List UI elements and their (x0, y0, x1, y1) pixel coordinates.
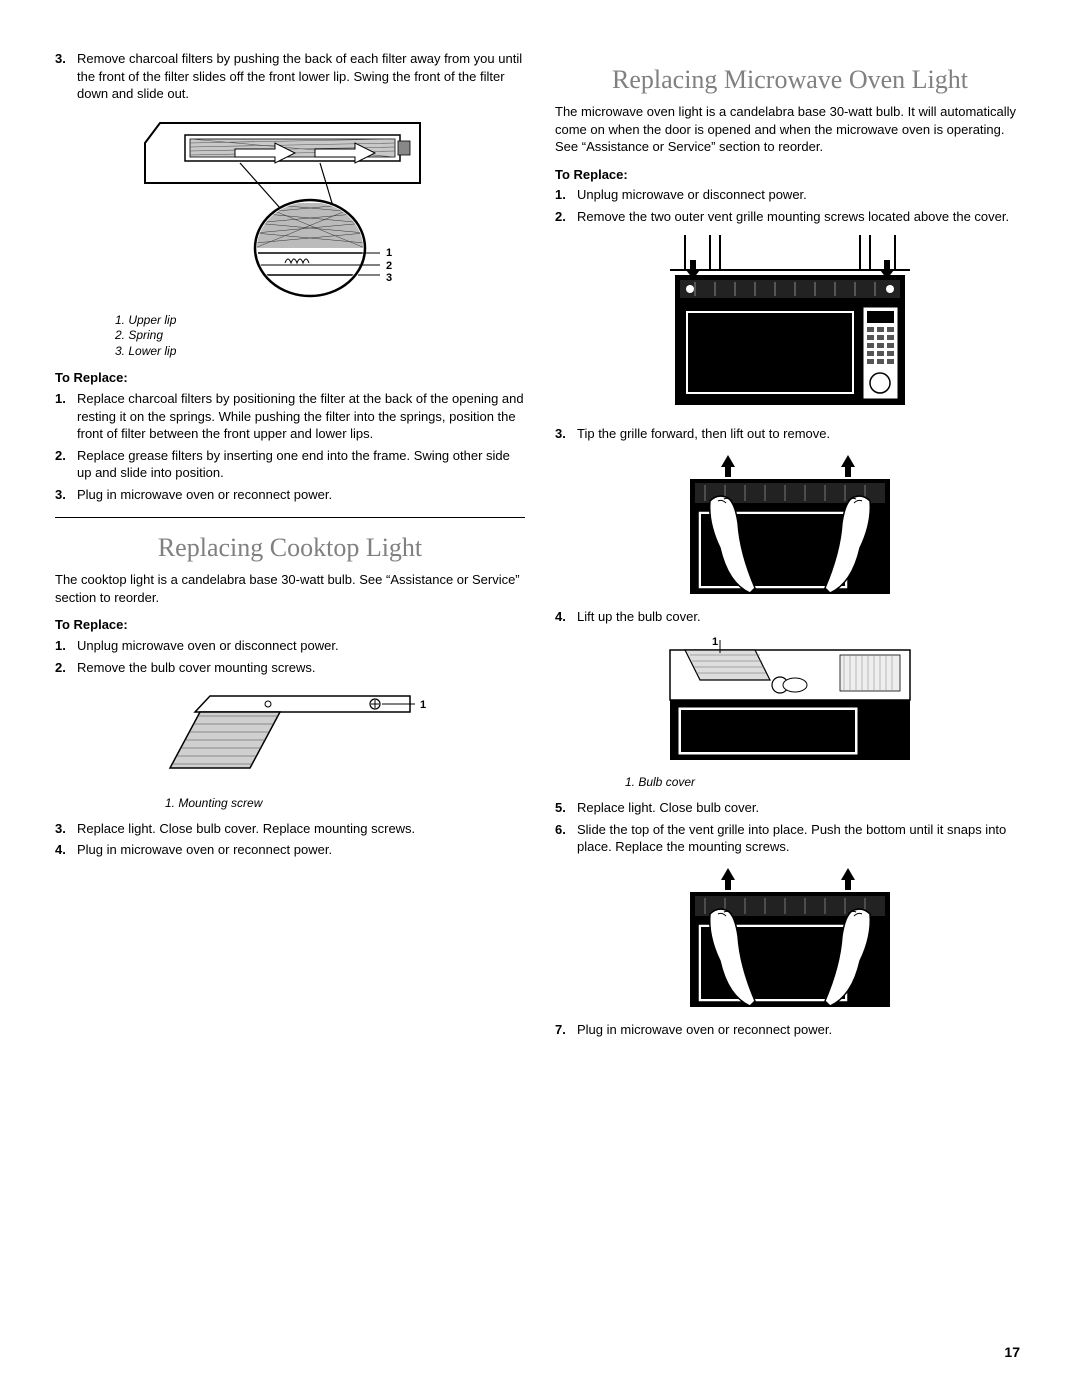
callout-1: 1 (386, 247, 392, 259)
step-number: 2. (55, 659, 77, 677)
step-item: 3.Plug in microwave oven or reconnect po… (55, 486, 525, 504)
callout-2: 2 (386, 260, 392, 272)
filter-diagram-svg: 1 2 3 (140, 113, 440, 303)
step-item: 1.Replace charcoal filters by positionin… (55, 390, 525, 443)
step-number: 6. (555, 821, 577, 856)
step-text: Slide the top of the vent grille into pl… (577, 821, 1025, 856)
step-item: 2.Remove the two outer vent grille mount… (555, 208, 1025, 226)
oven-light-title: Replacing Microwave Oven Light (555, 62, 1025, 97)
bulb-cover-callout: 1 (712, 636, 718, 648)
hands-lift-svg (680, 453, 900, 598)
step-text: Tip the grille forward, then lift out to… (577, 425, 1025, 443)
step-text: Unplug microwave or disconnect power. (577, 186, 1025, 204)
step-number: 3. (555, 425, 577, 443)
cooktop-steps-b: 3.Replace light. Close bulb cover. Repla… (55, 820, 525, 859)
step-text: Remove the two outer vent grille mountin… (577, 208, 1025, 226)
oven-steps-b: 3.Tip the grille forward, then lift out … (555, 425, 1025, 443)
hands-push-grille-figure (555, 866, 1025, 1011)
right-column: Replacing Microwave Oven Light The micro… (555, 50, 1025, 1046)
step-text: Lift up the bulb cover. (577, 608, 1025, 626)
cooktop-intro: The cooktop light is a candelabra base 3… (55, 571, 525, 606)
step-number: 4. (555, 608, 577, 626)
step-item: 4.Plug in microwave oven or reconnect po… (55, 841, 525, 859)
step-item: 5.Replace light. Close bulb cover. (555, 799, 1025, 817)
section-divider (55, 517, 525, 518)
step-item: 1.Unplug microwave oven or disconnect po… (55, 637, 525, 655)
two-column-layout: 3. Remove charcoal filters by pushing th… (55, 50, 1025, 1046)
filter-replace-steps: 1.Replace charcoal filters by positionin… (55, 390, 525, 503)
oven-intro: The microwave oven light is a candelabra… (555, 103, 1025, 156)
step-number: 7. (555, 1021, 577, 1039)
microwave-front-figure (555, 235, 1025, 415)
step-item: 2.Replace grease filters by inserting on… (55, 447, 525, 482)
cooktop-steps-a: 1.Unplug microwave oven or disconnect po… (55, 637, 525, 676)
step-item: 3.Replace light. Close bulb cover. Repla… (55, 820, 525, 838)
callout-3: 3 (386, 272, 392, 284)
step-text: Replace charcoal filters by positioning … (77, 390, 525, 443)
step-text: Remove charcoal filters by pushing the b… (77, 50, 525, 103)
oven-replace-heading: To Replace: (555, 166, 1025, 184)
bulb-cover-svg: 1 (150, 686, 430, 786)
step-number: 2. (555, 208, 577, 226)
legend-line: 3. Lower lip (115, 344, 525, 360)
oven-steps-a: 1.Unplug microwave or disconnect power.2… (555, 186, 1025, 225)
filter-diagram-figure: 1 2 3 (55, 113, 525, 303)
left-column: 3. Remove charcoal filters by pushing th… (55, 50, 525, 1046)
step-text: Plug in microwave oven or reconnect powe… (77, 486, 525, 504)
step-text: Replace light. Close bulb cover. Replace… (77, 820, 525, 838)
step-text: Plug in microwave oven or reconnect powe… (577, 1021, 1025, 1039)
step-item: 1.Unplug microwave or disconnect power. (555, 186, 1025, 204)
step-number: 2. (55, 447, 77, 482)
step-number: 1. (55, 390, 77, 443)
step-number: 3. (55, 50, 77, 103)
to-replace-heading: To Replace: (55, 369, 525, 387)
hands-push-svg (680, 866, 900, 1011)
cooktop-light-title: Replacing Cooktop Light (55, 530, 525, 565)
filter-removal-steps: 3. Remove charcoal filters by pushing th… (55, 50, 525, 103)
step-item: 7.Plug in microwave oven or reconnect po… (555, 1021, 1025, 1039)
oven-steps-c: 4.Lift up the bulb cover. (555, 608, 1025, 626)
filter-diagram-legend: 1. Upper lip 2. Spring 3. Lower lip (115, 313, 525, 360)
step-number: 1. (555, 186, 577, 204)
step-number: 3. (55, 486, 77, 504)
cooktop-replace-heading: To Replace: (55, 616, 525, 634)
step-text: Replace grease filters by inserting one … (77, 447, 525, 482)
step-text: Plug in microwave oven or reconnect powe… (77, 841, 525, 859)
bulb-cover-legend: 1. Bulb cover (625, 775, 1025, 791)
step-number: 5. (555, 799, 577, 817)
oven-steps-e: 7.Plug in microwave oven or reconnect po… (555, 1021, 1025, 1039)
bulb-cover-legend: 1. Mounting screw (165, 796, 525, 812)
bulb-cover-open-figure: 1 (555, 635, 1025, 765)
legend-line: 1. Upper lip (115, 313, 525, 329)
oven-steps-d: 5.Replace light. Close bulb cover.6.Slid… (555, 799, 1025, 856)
legend-line: 2. Spring (115, 328, 525, 344)
step-number: 3. (55, 820, 77, 838)
page-number: 17 (1004, 1343, 1020, 1362)
step-text: Unplug microwave oven or disconnect powe… (77, 637, 525, 655)
step-item: 3. Remove charcoal filters by pushing th… (55, 50, 525, 103)
step-number: 1. (55, 637, 77, 655)
step-item: 3.Tip the grille forward, then lift out … (555, 425, 1025, 443)
step-item: 6.Slide the top of the vent grille into … (555, 821, 1025, 856)
step-text: Remove the bulb cover mounting screws. (77, 659, 525, 677)
microwave-front-svg (660, 235, 920, 415)
step-number: 4. (55, 841, 77, 859)
mounting-screw-callout: 1 (420, 699, 426, 711)
bulb-cover-figure: 1 (55, 686, 525, 786)
step-item: 4.Lift up the bulb cover. (555, 608, 1025, 626)
step-text: Replace light. Close bulb cover. (577, 799, 1025, 817)
step-item: 2.Remove the bulb cover mounting screws. (55, 659, 525, 677)
hands-lift-grille-figure (555, 453, 1025, 598)
bulb-cover-open-svg: 1 (660, 635, 920, 765)
